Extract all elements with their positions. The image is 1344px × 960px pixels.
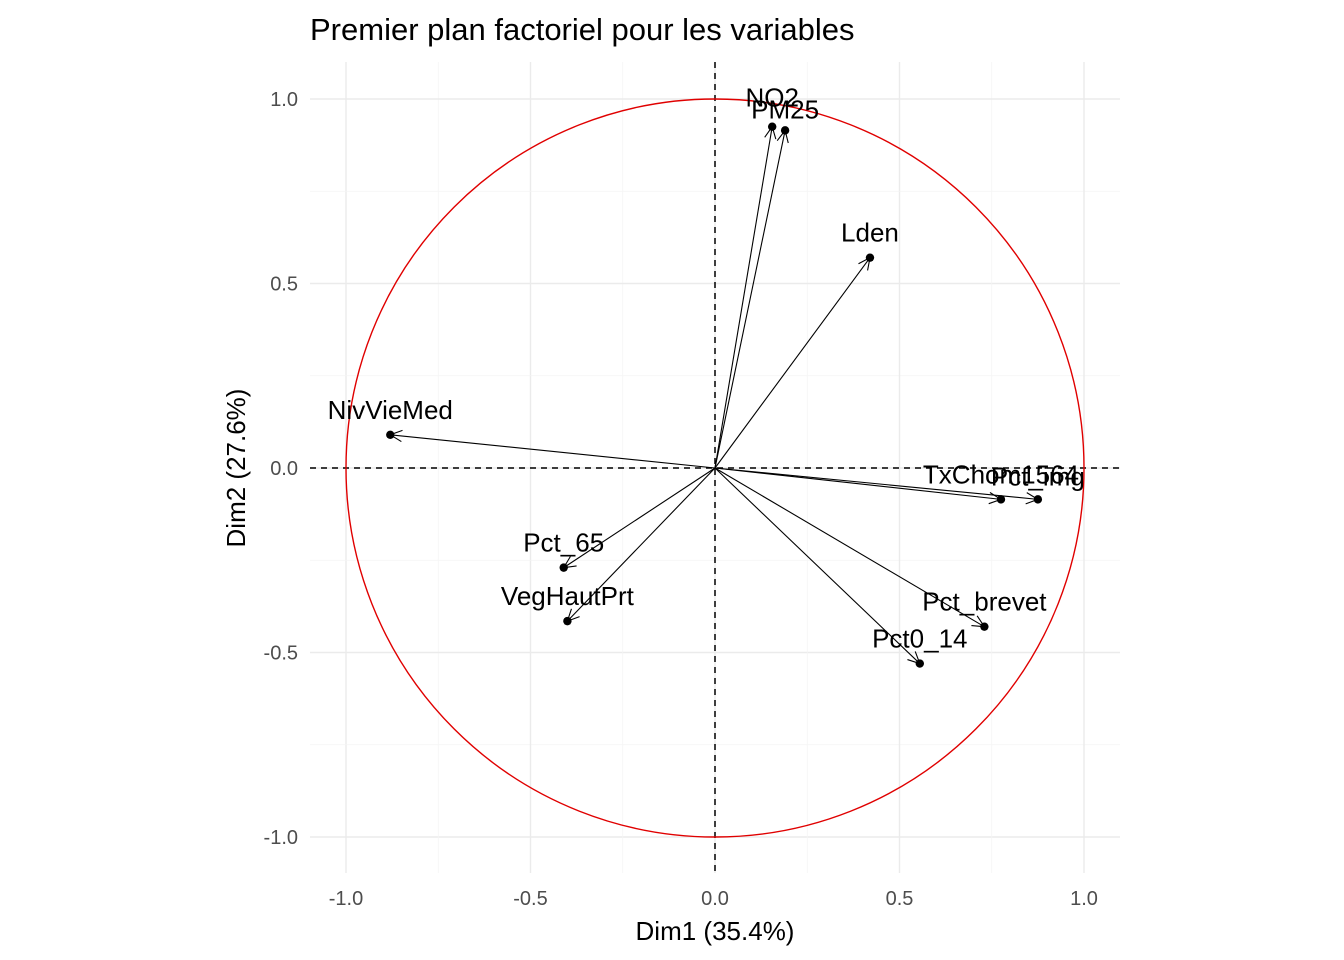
arrow-pm25 bbox=[714, 130, 786, 469]
label-veghautprt: VegHautPrt bbox=[501, 581, 635, 611]
label-pct0-14: Pct0_14 bbox=[872, 624, 967, 654]
label-pct-brevet: Pct_brevet bbox=[922, 587, 1047, 617]
point-txchom1564 bbox=[996, 495, 1006, 504]
y-tick-label: 1.0 bbox=[270, 89, 298, 111]
point-pct-65 bbox=[559, 563, 568, 572]
label-no2: NO2 bbox=[745, 83, 798, 113]
label-pct-img: Pct_img bbox=[991, 461, 1085, 491]
point-no2 bbox=[767, 122, 777, 131]
variable-arrows bbox=[386, 122, 1043, 668]
y-tick-label: -1.0 bbox=[264, 827, 298, 849]
x-axis-ticks: -1.0 -0.5 0.0 0.5 1.0 bbox=[329, 888, 1098, 910]
y-tick-label: 0.0 bbox=[270, 458, 298, 480]
point-pm25 bbox=[780, 126, 790, 135]
x-tick-label: 0.5 bbox=[886, 888, 914, 910]
x-axis-title: Dim1 (35.4%) bbox=[636, 916, 795, 946]
arrow-nivviemed bbox=[390, 434, 716, 469]
x-tick-label: -0.5 bbox=[513, 888, 547, 910]
arrow-pct-65 bbox=[563, 467, 716, 569]
arrow-pct0-14 bbox=[714, 467, 921, 664]
x-tick-label: -1.0 bbox=[329, 888, 363, 910]
point-pct-img bbox=[1033, 495, 1043, 504]
point-pct0-14 bbox=[915, 659, 924, 668]
label-txchom1564: TxChom1564 bbox=[923, 459, 1079, 489]
x-tick-label: 0.0 bbox=[701, 888, 729, 910]
correlation-circle bbox=[345, 98, 1085, 838]
x-tick-label: 1.0 bbox=[1070, 888, 1098, 910]
reference-lines bbox=[310, 62, 1120, 873]
chart-title: Premier plan factoriel pour les variable… bbox=[310, 12, 854, 47]
y-axis-title: Dim2 (27.6%) bbox=[221, 389, 251, 548]
point-nivviemed bbox=[386, 430, 395, 439]
arrow-no2 bbox=[714, 126, 773, 469]
point-veghautprt bbox=[563, 616, 572, 626]
arrow-lden bbox=[714, 257, 871, 469]
arrow-veghautprt bbox=[567, 467, 716, 622]
label-lden: Lden bbox=[841, 218, 899, 248]
label-pm25: PM25 bbox=[751, 94, 819, 124]
arrow-pct-brevet bbox=[714, 467, 985, 628]
arrow-pct-img bbox=[714, 467, 1038, 500]
unit-circle bbox=[345, 98, 1085, 838]
y-tick-label: 0.5 bbox=[270, 274, 298, 296]
y-axis-ticks: -1.0 -0.5 0.0 0.5 1.0 bbox=[264, 89, 298, 849]
y-tick-label: -0.5 bbox=[264, 643, 298, 665]
label-nivviemed: NivVieMed bbox=[328, 395, 453, 425]
point-pct-brevet bbox=[980, 622, 989, 631]
arrow-txchom1564 bbox=[714, 467, 1002, 500]
label-pct-65: Pct_65 bbox=[523, 528, 604, 558]
point-lden bbox=[865, 253, 875, 262]
